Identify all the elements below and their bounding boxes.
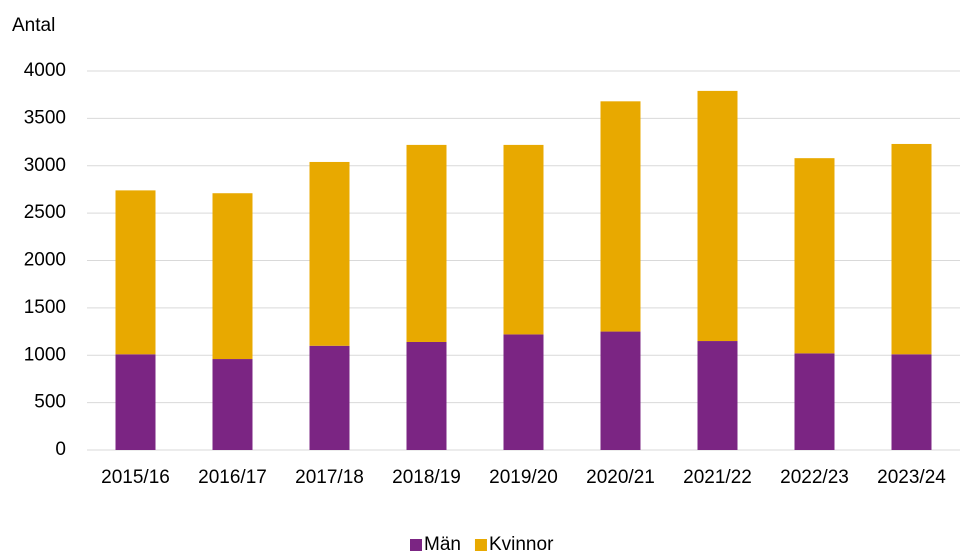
- x-tick-label: 2023/24: [877, 467, 946, 488]
- y-tick-label: 3500: [24, 107, 66, 128]
- bar-segment: [503, 144, 544, 335]
- bar-segment: [115, 354, 156, 450]
- x-tick-label: 2018/19: [392, 467, 461, 488]
- bar-segment: [115, 190, 156, 355]
- x-tick-label: 2020/21: [586, 467, 655, 488]
- y-tick-label: 1000: [24, 344, 66, 365]
- y-tick-label: 1500: [24, 297, 66, 318]
- bar-segment: [600, 101, 641, 332]
- legend-swatch: [474, 539, 487, 551]
- x-tick-label: 2021/22: [683, 467, 752, 488]
- bar-segment: [309, 345, 350, 450]
- legend-label: Män: [424, 534, 461, 555]
- bar-segment: [891, 143, 932, 355]
- bar-segment: [406, 144, 447, 342]
- x-tick-label: 2016/17: [198, 467, 267, 488]
- y-tick-label: 4000: [24, 60, 66, 81]
- x-tick-label: 2019/20: [489, 467, 558, 488]
- y-tick-label: 2500: [24, 202, 66, 223]
- x-tick-label: 2022/23: [780, 467, 849, 488]
- y-tick-label: 3000: [24, 155, 66, 176]
- legend-swatch: [410, 539, 422, 551]
- bar-segment: [503, 334, 544, 450]
- bar-segment: [697, 90, 738, 342]
- bar-segment: [212, 359, 253, 450]
- legend-label: Kvinnor: [489, 534, 554, 555]
- y-tick-label: 500: [34, 392, 66, 413]
- bar-segment: [309, 161, 350, 346]
- bar-segment: [891, 354, 932, 450]
- bar-segment: [406, 341, 447, 450]
- y-axis-label: Antal: [12, 15, 55, 36]
- y-tick-label: 2000: [24, 250, 66, 271]
- bar-segment: [697, 341, 738, 450]
- bar-segment: [794, 353, 835, 450]
- bar-segment: [600, 331, 641, 450]
- y-tick-label: 0: [55, 439, 66, 460]
- bar-segment: [212, 193, 253, 360]
- bar-segment: [794, 158, 835, 354]
- x-tick-label: 2017/18: [295, 467, 364, 488]
- x-tick-label: 2015/16: [101, 467, 170, 488]
